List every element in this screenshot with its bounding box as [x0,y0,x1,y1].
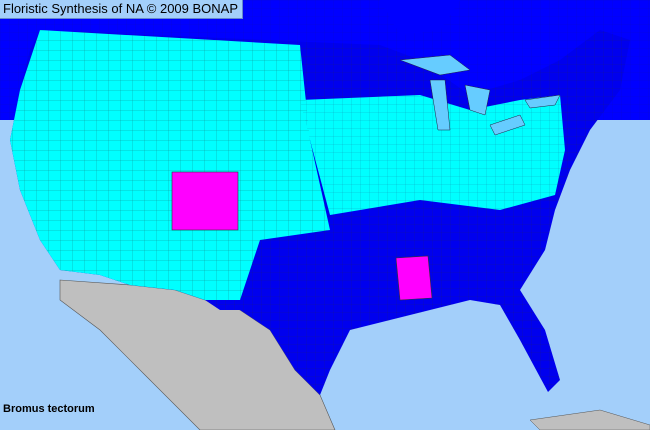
map-title: Floristic Synthesis of NA © 2009 BONAP [0,0,244,19]
species-label: Bromus tectorum [3,403,95,415]
cuba [529,409,650,430]
great-lakes [399,54,561,136]
mississippi-noxious [395,255,433,301]
hudson-bay [380,0,460,35]
colorado-noxious [171,171,239,231]
